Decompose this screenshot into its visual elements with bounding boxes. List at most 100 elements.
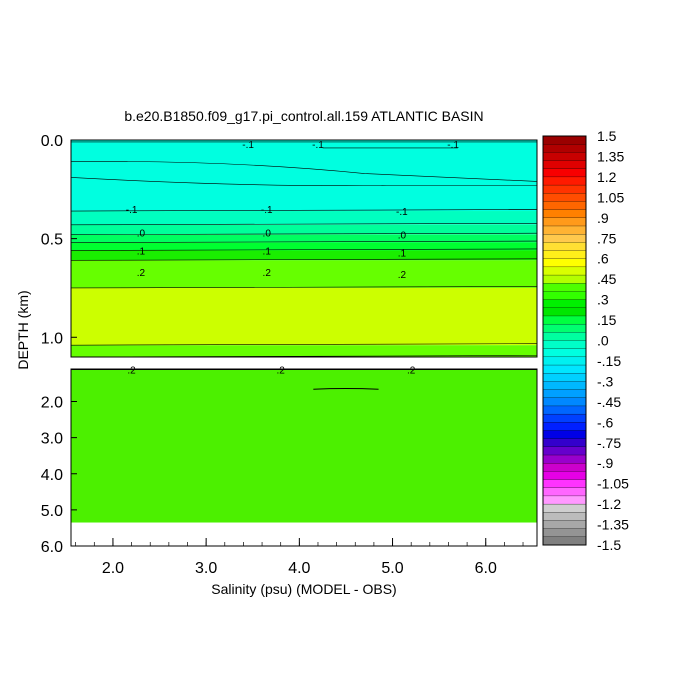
- contour-line: [313, 388, 379, 390]
- colorbar-swatch: [542, 225, 587, 235]
- contour-line: [70, 258, 538, 261]
- colorbar-swatch: [542, 201, 587, 211]
- colorbar-label: .75: [597, 230, 617, 246]
- colorbar-swatch: [542, 332, 587, 341]
- contour-band: [71, 287, 537, 346]
- colorbar-label: .3: [597, 292, 609, 308]
- contour-label: -.1: [396, 207, 408, 218]
- colorbar-label: -1.05: [597, 476, 629, 492]
- colorbar-swatch: [542, 413, 587, 423]
- lower-panel-frame: [70, 368, 538, 547]
- contour-band: [71, 260, 537, 288]
- x-tick-label: 5.0: [381, 560, 403, 577]
- colorbar-swatch: [542, 250, 587, 260]
- contour-label: .0: [263, 229, 272, 240]
- colorbar-swatch: [542, 495, 587, 505]
- colorbar-label: -.15: [597, 353, 621, 369]
- contour-line: [70, 209, 538, 212]
- colorbar-swatch: [542, 144, 587, 153]
- lower-bands: [71, 369, 537, 523]
- colorbar-swatch: [542, 438, 587, 448]
- contour-label: .2: [263, 268, 272, 279]
- colorbar-swatch: [542, 446, 587, 456]
- colorbar-swatch: [542, 184, 587, 194]
- upper-bands: [71, 140, 537, 357]
- colorbar-swatch: [542, 258, 587, 268]
- upper-panel-frame: [70, 139, 538, 358]
- contour-band: [71, 211, 537, 225]
- x-tick-label: 2.0: [102, 560, 124, 577]
- colorbar-swatch: [542, 283, 587, 292]
- x-tick-label: 4.0: [288, 560, 310, 577]
- colorbar-swatch: [542, 520, 587, 530]
- colorbar-label: -.9: [597, 455, 614, 471]
- colorbar-swatch: [542, 135, 587, 145]
- colorbar-label: .45: [597, 271, 617, 287]
- colorbar-swatch: [542, 291, 587, 301]
- colorbar-label: 1.5: [597, 128, 617, 144]
- colorbar-label: -.3: [597, 373, 614, 389]
- contour-label: .1: [137, 246, 146, 257]
- contour-label: -.1: [126, 205, 138, 216]
- colorbar-swatch: [542, 266, 587, 276]
- y-tick-label: 4.0: [41, 467, 63, 484]
- colorbar-label: -1.2: [597, 496, 621, 512]
- colorbar-swatch: [542, 340, 587, 350]
- y-tick-label: 0.5: [41, 232, 63, 249]
- y-axis-ticks: 0.0 0.5 1.0 2.0 3.0 4.0 5.0 6.0: [41, 133, 77, 556]
- contour-line: [70, 177, 537, 187]
- colorbar-swatch: [542, 422, 587, 431]
- colorbar-swatch: [542, 405, 587, 415]
- colorbar-label: -.6: [597, 414, 614, 430]
- y-tick-label: 5.0: [41, 503, 63, 520]
- colorbar-label: 1.05: [597, 189, 624, 205]
- colorbar-swatch: [542, 528, 587, 538]
- contour-label: -.1: [312, 140, 324, 151]
- lower-panel: .2 .2 .2: [70, 366, 538, 547]
- colorbar-label: .9: [597, 210, 609, 226]
- colorbar-swatch: [542, 503, 587, 513]
- colorbar-swatch: [542, 152, 587, 161]
- colorbar-label: 1.2: [597, 169, 617, 185]
- y-tick-label: 0.0: [41, 133, 63, 150]
- colorbar-label: -.45: [597, 394, 621, 410]
- y-tick-label: 2.0: [41, 395, 63, 412]
- colorbar-swatch: [542, 348, 587, 358]
- colorbar-swatch: [542, 479, 587, 489]
- contour-label: .2: [398, 270, 407, 281]
- x-axis-ticks: 2.0 3.0 4.0 5.0 6.0: [102, 538, 497, 577]
- contour-band: [71, 140, 537, 212]
- colorbar-swatch: [542, 389, 587, 399]
- colorbar-swatch: [542, 234, 587, 243]
- contour-label: -.1: [242, 140, 254, 151]
- contour-band: [71, 250, 537, 261]
- contour-line: [70, 161, 538, 182]
- contour-label: .2: [277, 366, 286, 377]
- contour-line: [70, 286, 538, 289]
- y-axis-label: DEPTH (km): [15, 290, 31, 369]
- contour-line: [70, 248, 538, 251]
- x-tick-label: 3.0: [195, 560, 217, 577]
- colorbar: 1.5 1.35 1.2 1.05 .9 .75 .6 .45 .3 .15 .0 -.15 -.3 -.…: [542, 128, 629, 553]
- colorbar-label: 1.35: [597, 148, 624, 164]
- colorbar-label: -.75: [597, 435, 621, 451]
- colorbar-swatch: [542, 471, 587, 481]
- colorbar-swatch: [542, 536, 587, 546]
- x-axis-label: Salinity (psu) (MODEL - OBS): [211, 581, 396, 597]
- colorbar-swatch: [542, 430, 587, 440]
- upper-contour-lines: [70, 141, 538, 358]
- colorbar-swatch: [542, 323, 587, 333]
- colorbar-swatch: [542, 242, 587, 251]
- y-tick-label: 1.0: [41, 330, 63, 347]
- lower-contour-labels: .2 .2 .2: [127, 366, 415, 377]
- contour-band: [71, 369, 537, 523]
- y-tick-label: 6.0: [41, 539, 63, 556]
- contour-label: -.1: [261, 205, 273, 216]
- colorbar-swatch: [542, 168, 587, 178]
- colorbar-frame: [542, 135, 587, 546]
- colorbar-swatch: [542, 160, 587, 170]
- contour-label: .0: [398, 231, 407, 242]
- chart-title: b.e20.B1850.f09_g17.pi_control.all.159 A…: [124, 108, 483, 124]
- x-tick-label: 6.0: [475, 560, 497, 577]
